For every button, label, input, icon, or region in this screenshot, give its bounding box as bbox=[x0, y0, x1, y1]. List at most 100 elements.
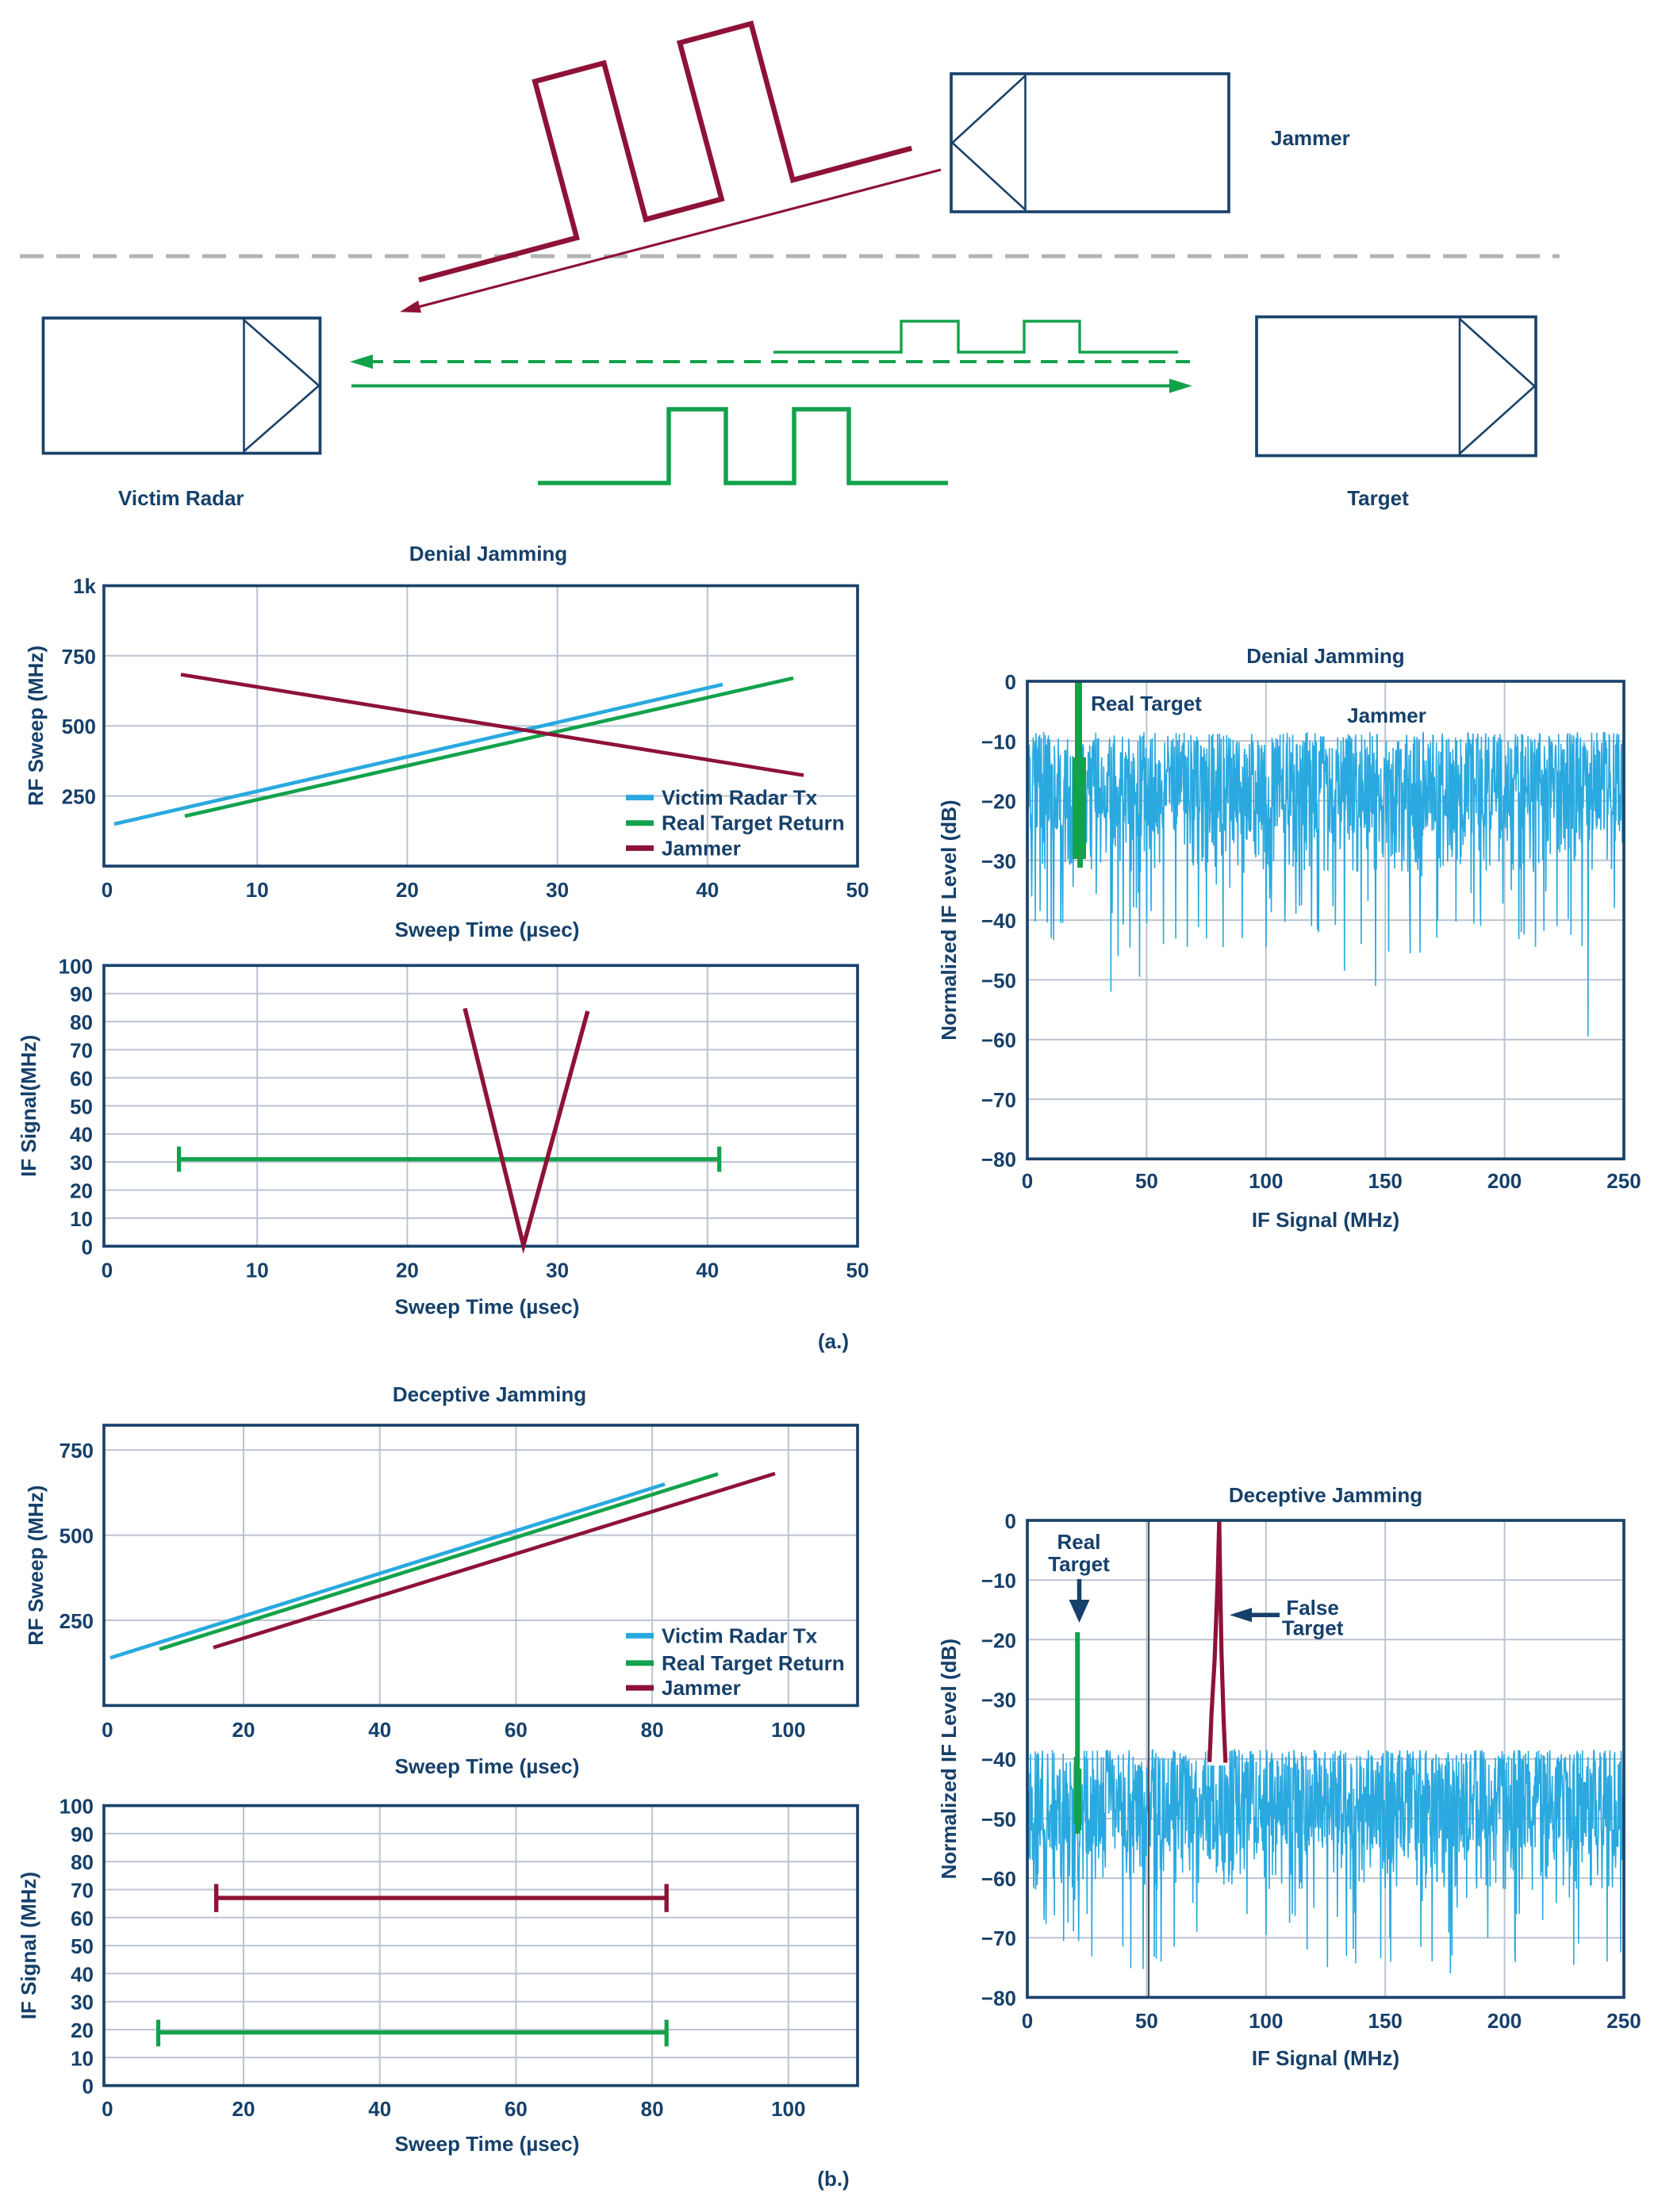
svg-text:500: 500 bbox=[62, 715, 96, 738]
svg-text:60: 60 bbox=[505, 2097, 528, 2121]
svg-text:100: 100 bbox=[771, 1718, 805, 1742]
svg-text:80: 80 bbox=[71, 1850, 94, 1874]
svg-text:750: 750 bbox=[59, 1439, 94, 1463]
svg-text:1k: 1k bbox=[73, 574, 96, 598]
svg-text:IF Signal (MHz): IF Signal (MHz) bbox=[1252, 1208, 1399, 1232]
svg-text:(a.): (a.) bbox=[818, 1329, 849, 1353]
svg-text:Denial Jamming: Denial Jamming bbox=[409, 542, 567, 565]
svg-text:RF Sweep (MHz): RF Sweep (MHz) bbox=[24, 1486, 48, 1646]
svg-text:IF Signal(MHz): IF Signal(MHz) bbox=[17, 1035, 40, 1177]
svg-text:50: 50 bbox=[1135, 2009, 1158, 2033]
svg-text:10: 10 bbox=[246, 1259, 269, 1282]
svg-text:Sweep Time (µsec): Sweep Time (µsec) bbox=[395, 918, 580, 941]
svg-text:Jammer: Jammer bbox=[662, 836, 741, 860]
svg-text:50: 50 bbox=[846, 878, 869, 902]
svg-text:50: 50 bbox=[846, 1259, 869, 1282]
svg-text:Real Target: Real Target bbox=[1091, 692, 1202, 715]
svg-text:10: 10 bbox=[70, 1207, 93, 1231]
svg-text:100: 100 bbox=[1249, 1169, 1283, 1193]
svg-text:750: 750 bbox=[62, 645, 96, 669]
svg-text:10: 10 bbox=[246, 878, 269, 902]
svg-text:70: 70 bbox=[71, 1879, 94, 1903]
svg-text:30: 30 bbox=[70, 1151, 93, 1175]
svg-text:40: 40 bbox=[71, 1962, 94, 1986]
svg-text:20: 20 bbox=[232, 2097, 255, 2121]
svg-text:Real Target Return: Real Target Return bbox=[662, 1651, 845, 1675]
svg-text:(b.): (b.) bbox=[817, 2167, 849, 2191]
svg-text:Target: Target bbox=[1048, 1552, 1110, 1576]
svg-text:−10: −10 bbox=[981, 1569, 1016, 1593]
svg-text:250: 250 bbox=[1606, 2009, 1641, 2033]
svg-text:100: 100 bbox=[1249, 2009, 1283, 2033]
svg-text:50: 50 bbox=[1135, 1169, 1158, 1193]
svg-text:0: 0 bbox=[102, 2097, 113, 2121]
svg-text:−80: −80 bbox=[981, 1986, 1016, 2010]
svg-text:0: 0 bbox=[1005, 1509, 1016, 1533]
svg-text:50: 50 bbox=[71, 1934, 94, 1958]
svg-text:0: 0 bbox=[82, 1235, 93, 1259]
svg-text:500: 500 bbox=[59, 1524, 94, 1548]
svg-text:Target: Target bbox=[1347, 486, 1409, 510]
svg-text:−40: −40 bbox=[981, 1748, 1016, 1772]
svg-text:60: 60 bbox=[70, 1067, 93, 1091]
svg-text:−20: −20 bbox=[981, 790, 1016, 814]
svg-text:−70: −70 bbox=[981, 1088, 1016, 1112]
svg-text:RF Sweep (MHz): RF Sweep (MHz) bbox=[24, 646, 48, 806]
svg-text:20: 20 bbox=[396, 1259, 419, 1282]
svg-text:Jammer: Jammer bbox=[1271, 126, 1350, 150]
svg-text:80: 80 bbox=[641, 2097, 664, 2121]
svg-text:Normalized IF Level (dB): Normalized IF Level (dB) bbox=[937, 799, 961, 1040]
svg-text:40: 40 bbox=[70, 1123, 93, 1147]
svg-text:40: 40 bbox=[696, 878, 719, 902]
svg-text:0: 0 bbox=[1022, 1169, 1033, 1193]
svg-text:200: 200 bbox=[1487, 2009, 1522, 2033]
svg-text:100: 100 bbox=[771, 2097, 805, 2121]
svg-text:−30: −30 bbox=[981, 849, 1016, 873]
svg-text:0: 0 bbox=[102, 1259, 113, 1282]
svg-text:Sweep Time (µsec): Sweep Time (µsec) bbox=[395, 2132, 580, 2156]
svg-text:−40: −40 bbox=[981, 909, 1016, 933]
svg-text:20: 20 bbox=[70, 1179, 93, 1203]
svg-text:−10: −10 bbox=[981, 730, 1016, 753]
svg-text:40: 40 bbox=[368, 2097, 391, 2121]
svg-text:20: 20 bbox=[396, 878, 419, 902]
svg-text:80: 80 bbox=[70, 1010, 93, 1034]
svg-text:−50: −50 bbox=[981, 1808, 1016, 1831]
svg-text:IF Signal (MHz): IF Signal (MHz) bbox=[1252, 2046, 1399, 2070]
svg-text:−60: −60 bbox=[981, 1029, 1016, 1052]
svg-text:Real Target Return: Real Target Return bbox=[662, 811, 845, 835]
svg-text:50: 50 bbox=[70, 1094, 93, 1118]
svg-text:Deceptive Jamming: Deceptive Jamming bbox=[393, 1382, 586, 1406]
svg-text:200: 200 bbox=[1487, 1169, 1522, 1193]
svg-text:30: 30 bbox=[71, 1991, 94, 2015]
svg-text:Victim Radar Tx: Victim Radar Tx bbox=[662, 1624, 818, 1647]
svg-text:100: 100 bbox=[59, 954, 93, 978]
svg-text:0: 0 bbox=[102, 1718, 113, 1742]
svg-text:20: 20 bbox=[71, 2018, 94, 2042]
svg-text:250: 250 bbox=[62, 785, 96, 809]
svg-text:False: False bbox=[1286, 1596, 1339, 1620]
svg-text:0: 0 bbox=[102, 878, 113, 902]
svg-text:40: 40 bbox=[368, 1718, 391, 1742]
svg-text:30: 30 bbox=[546, 1259, 569, 1282]
svg-text:30: 30 bbox=[546, 878, 569, 902]
svg-text:250: 250 bbox=[59, 1609, 94, 1633]
svg-text:250: 250 bbox=[1606, 1169, 1641, 1193]
svg-text:−20: −20 bbox=[981, 1628, 1016, 1652]
svg-text:−50: −50 bbox=[981, 968, 1016, 992]
svg-text:−60: −60 bbox=[981, 1867, 1016, 1891]
svg-text:−80: −80 bbox=[981, 1148, 1016, 1171]
svg-text:60: 60 bbox=[505, 1718, 528, 1742]
svg-text:60: 60 bbox=[71, 1907, 94, 1930]
svg-text:Real: Real bbox=[1057, 1530, 1101, 1554]
svg-text:40: 40 bbox=[696, 1259, 719, 1282]
svg-text:70: 70 bbox=[70, 1039, 93, 1063]
svg-text:90: 90 bbox=[71, 1823, 94, 1846]
svg-text:0: 0 bbox=[83, 2075, 94, 2099]
svg-text:80: 80 bbox=[641, 1718, 664, 1742]
svg-text:Sweep Time (µsec): Sweep Time (µsec) bbox=[395, 1294, 580, 1318]
svg-text:Target: Target bbox=[1282, 1616, 1344, 1640]
svg-text:Sweep Time (µsec): Sweep Time (µsec) bbox=[395, 1754, 580, 1778]
svg-text:100: 100 bbox=[59, 1795, 94, 1819]
svg-text:Jammer: Jammer bbox=[662, 1676, 741, 1700]
